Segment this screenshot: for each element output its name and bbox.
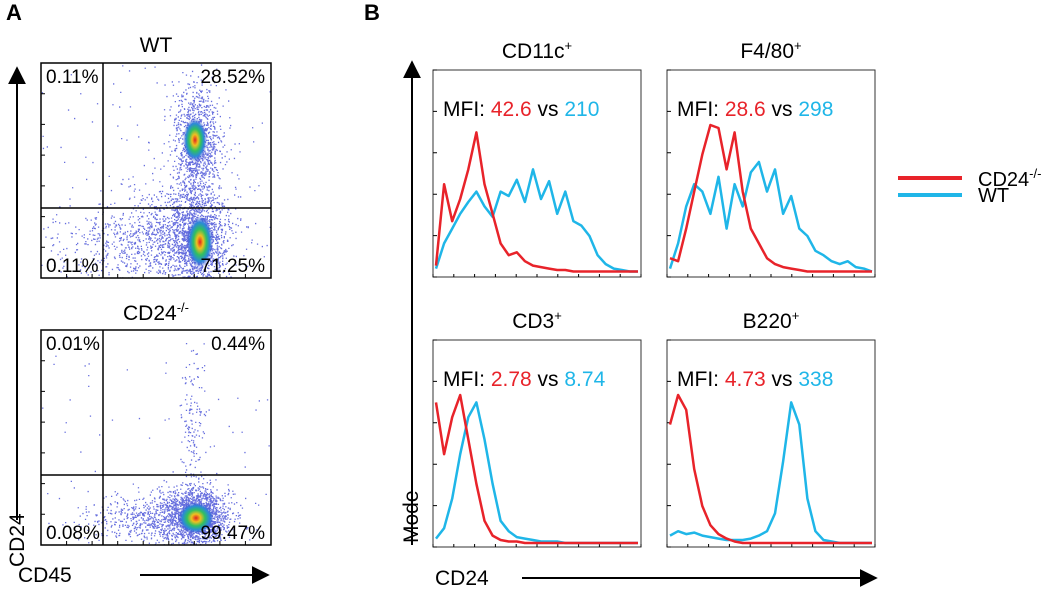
legend-label-ko: CD24-/- [978,166,1041,191]
histogram-ticks [666,69,876,278]
dotplot-frame-wt [40,62,272,279]
histogram-curve-ko [669,123,872,273]
tick-marks [41,360,246,545]
quadrant-lr-wt: 71.25% [201,256,266,277]
histogram-panel: CD3+ MFI: 2.78 vs 8.74 [432,308,642,548]
x-axis-label-a: CD45 [18,564,72,587]
histogram-curve-wt [669,401,872,545]
histogram-ticks [666,339,876,548]
histogram-title: CD11c+ [502,38,572,63]
histogram-panel: B220+ MFI: 4.73 vs 338 [666,308,876,548]
histogram-curve-ko [434,131,638,273]
histogram-curve-wt [668,160,873,273]
dot-cloud [42,343,271,545]
mfi-annotation: MFI: 42.6 vs 210 [443,98,599,121]
histogram-panels: CD11c+ MFI: 42.6 vs 210 F4/80+ MFI: 28.6 vs… [432,38,876,548]
quadrant-ur-wt: 28.52% [201,67,266,88]
y-axis-label-b: Mode [400,490,423,543]
histogram-panel: CD11c+ MFI: 42.6 vs 210 [432,38,642,278]
quadrant-ul-wt: 0.11% [46,67,99,88]
dotplot-dots-wt [41,64,271,278]
mfi-annotation: MFI: 4.73 vs 338 [677,368,833,391]
histogram-title: F4/80+ [740,38,801,63]
dotplot-dots-ko [42,343,271,545]
tick-marks [41,93,246,278]
panel-label-b: B [364,0,380,25]
panel-label-a: A [6,0,22,25]
histogram-curve-wt [434,168,638,273]
quadrant-ul-ko: 0.01% [46,334,100,355]
quadrant-lr-ko: 99.47% [201,523,266,544]
dotplot-title-wt: WT [140,34,173,57]
legend-label-wt: WT [978,185,1009,207]
quadrant-ll-ko: 0.08% [46,523,100,544]
density-hotspot [183,118,207,162]
density-hotspot [178,502,214,534]
histogram-title: B220+ [743,308,800,333]
dotplot-ticks-wt [41,93,246,278]
histogram-ticks [432,69,642,278]
histogram-curve-ko [668,393,872,545]
mfi-annotation: MFI: 2.78 vs 8.74 [443,368,606,391]
y-axis-label-a: CD24 [6,513,29,567]
histogram-panel: F4/80+ MFI: 28.6 vs 298 [666,38,876,278]
histogram-ticks [432,339,642,548]
histogram-curve-ko [434,393,638,545]
quadrant-ur-ko: 0.44% [211,334,265,355]
dot-cloud [41,64,271,278]
histogram-title: CD3+ [512,308,562,333]
x-axis-label-b: CD24 [435,567,489,590]
dotplot-title-ko: CD24-/- [123,300,189,325]
mfi-annotation: MFI: 28.6 vs 298 [677,98,833,121]
quadrant-ll-wt: 0.11% [46,256,99,277]
dotplot-frame-ko [40,329,272,546]
dotplot-ticks-ko [41,360,246,545]
density-hotspot [187,216,213,268]
